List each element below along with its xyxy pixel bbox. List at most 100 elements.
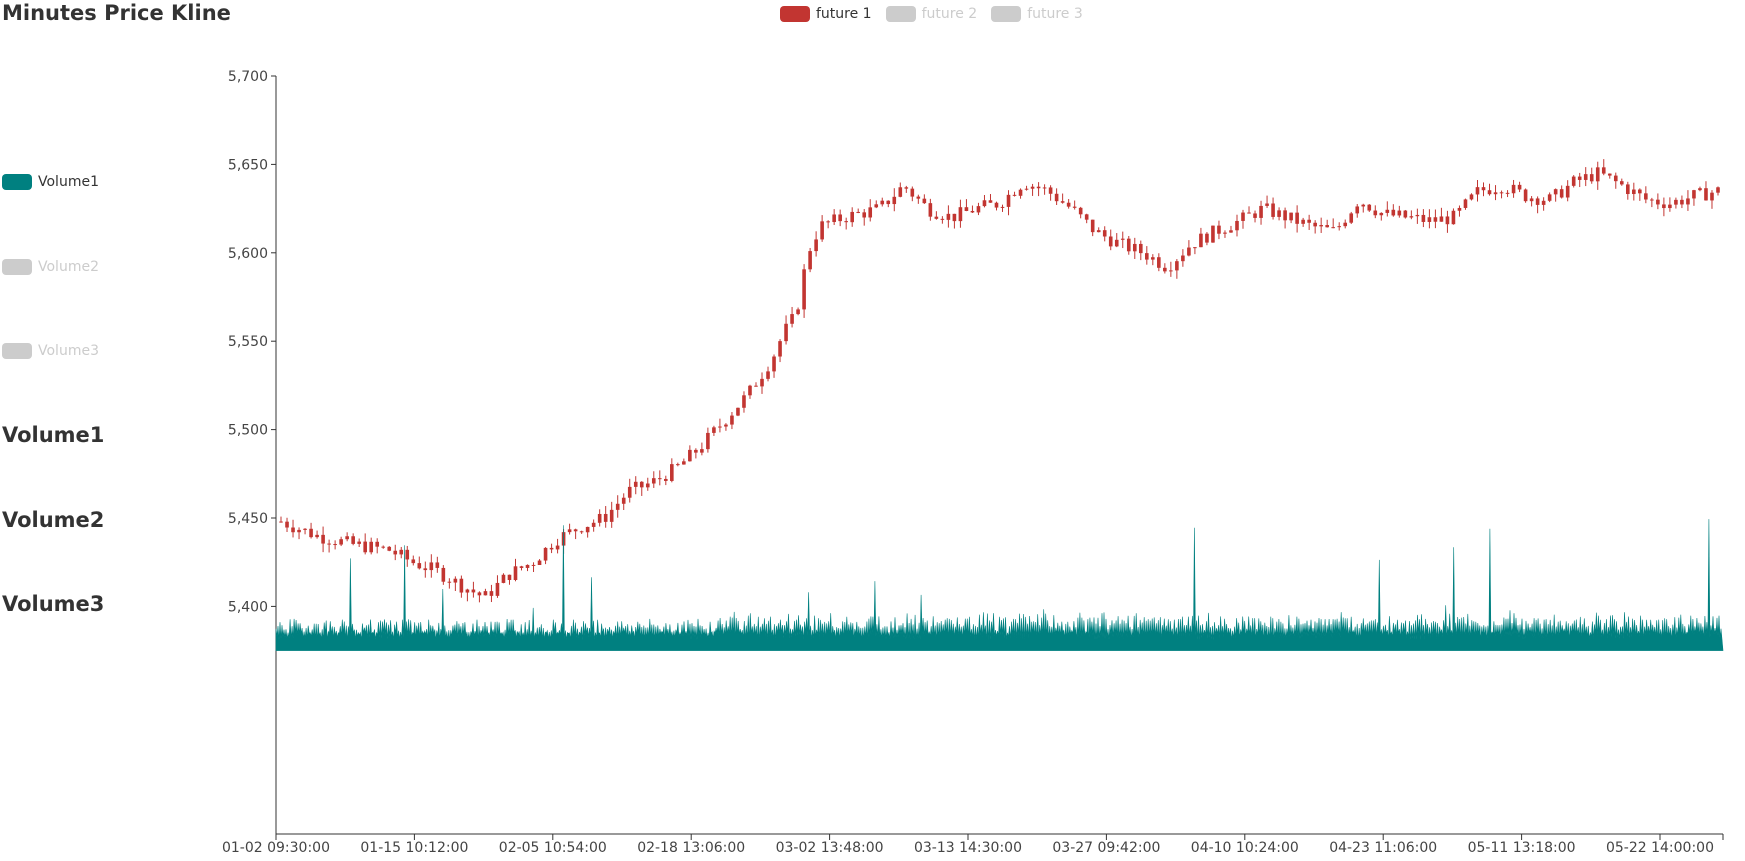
candle-body [543, 547, 548, 561]
candle-body [441, 567, 446, 582]
x-tick-label: 02-05 10:54:00 [499, 840, 607, 856]
candle-body [1271, 203, 1275, 217]
candle-body [1096, 230, 1101, 233]
candle-body [1024, 188, 1029, 190]
candle-body [555, 545, 560, 550]
legend-item-future-3[interactable]: future 3 [991, 6, 1083, 22]
candle-body [651, 478, 656, 484]
candle-body [1607, 173, 1612, 176]
candle-body [1559, 189, 1564, 198]
candle-body [754, 385, 758, 387]
candle-body [1163, 267, 1167, 272]
candle-body [808, 251, 812, 270]
candle-body [483, 591, 488, 596]
candle-body [874, 204, 879, 208]
candle-body [465, 589, 470, 593]
candle-body [1060, 201, 1065, 203]
candle-body [1644, 193, 1648, 200]
candle-body [519, 566, 524, 568]
candle-body [922, 198, 927, 204]
candle-body [1589, 174, 1594, 182]
legend-label-future-2: future 2 [921, 6, 978, 22]
candle-body [766, 371, 770, 379]
candle-body [501, 574, 506, 583]
candle-body [1517, 184, 1522, 190]
candle-body [1439, 216, 1444, 222]
candle-body [1175, 261, 1179, 271]
candle-body [303, 528, 307, 530]
candle-body [1090, 219, 1095, 233]
candle-body [796, 309, 800, 315]
candle-body [886, 200, 891, 205]
candle-body [1662, 204, 1666, 209]
volume1-series [275, 519, 1724, 651]
x-tick-label: 01-15 10:12:00 [360, 840, 468, 856]
y-tick-label: 5,600 [228, 246, 268, 262]
candle-body [946, 213, 951, 220]
candle-body [1084, 214, 1089, 220]
candle-body [1481, 187, 1486, 191]
candle-body [423, 568, 428, 571]
candle-body [1379, 212, 1384, 216]
volume3-title: Volume3 [2, 592, 105, 616]
candle-body [1295, 212, 1299, 224]
legend-item-volume2[interactable]: Volume2 [2, 259, 99, 275]
x-tick-label: 05-11 13:18:00 [1468, 840, 1576, 856]
candle-body [489, 591, 494, 596]
candle-body [1680, 199, 1684, 205]
legend-item-volume1[interactable]: Volume1 [2, 174, 99, 190]
candle-body [1668, 204, 1672, 209]
candle-body [928, 203, 933, 217]
volume-legend: Volume1 Volume2 Volume3 [2, 0, 122, 861]
candle-body [994, 202, 999, 208]
candle-body [657, 478, 662, 480]
candle-body [1577, 176, 1582, 180]
candle-body [633, 481, 638, 487]
candle-body [1012, 194, 1017, 196]
candle-body [579, 531, 584, 533]
legend-item-volume3[interactable]: Volume3 [2, 343, 99, 359]
candle-body [898, 187, 903, 197]
candle-body [1054, 193, 1059, 202]
legend-swatch-future-1 [780, 6, 810, 22]
candle-body [1716, 187, 1720, 193]
candle-body [1463, 199, 1468, 208]
candle-body [862, 212, 867, 218]
candle-body [832, 214, 836, 223]
y-tick-label: 5,550 [228, 334, 268, 350]
legend-item-future-1[interactable]: future 1 [780, 6, 872, 22]
candle-body [1619, 181, 1624, 185]
candle-body [748, 385, 752, 396]
candle-body [904, 187, 909, 189]
candle-body [1361, 204, 1366, 207]
candle-body [1132, 243, 1137, 252]
candle-body [1006, 194, 1011, 207]
candle-body [1710, 192, 1714, 201]
candle-body [1373, 210, 1378, 216]
candle-body [477, 592, 482, 596]
legend-item-future-2[interactable]: future 2 [885, 6, 978, 22]
candle-body [1638, 189, 1642, 194]
candle-body [1289, 212, 1293, 221]
candle-body [1108, 236, 1113, 247]
candle-body [1469, 194, 1474, 200]
candle-body [429, 562, 434, 571]
candle-body [297, 529, 301, 533]
candle-body [1211, 225, 1215, 243]
candle-body [688, 449, 692, 462]
candle-body [345, 536, 349, 540]
candle-body [682, 461, 686, 465]
candle-body [279, 521, 283, 523]
candle-body [850, 211, 854, 223]
candle-body [1157, 257, 1161, 268]
candle-body [880, 200, 885, 205]
candle-body [1385, 209, 1390, 213]
candle-body [982, 200, 987, 207]
candle-body [1499, 192, 1504, 194]
candle-body [1223, 232, 1227, 234]
y-tick-label: 5,650 [228, 157, 268, 173]
candle-body [1301, 219, 1305, 224]
candle-body [621, 497, 626, 504]
candle-body [1427, 217, 1432, 222]
